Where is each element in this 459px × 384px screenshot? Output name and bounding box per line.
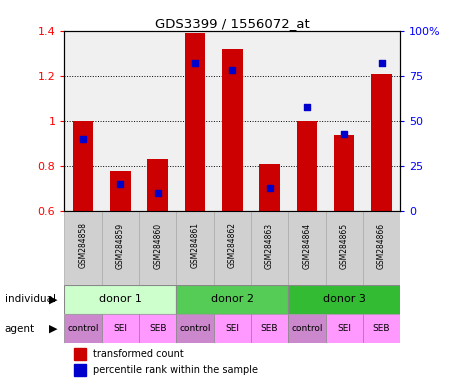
- Bar: [64, 314, 101, 343]
- Text: individual: individual: [5, 295, 56, 305]
- Text: donor 3: donor 3: [322, 295, 365, 305]
- Text: ▶: ▶: [49, 324, 57, 334]
- Text: GSM284866: GSM284866: [376, 222, 385, 268]
- Text: GSM284860: GSM284860: [153, 222, 162, 268]
- Bar: [110, 171, 130, 211]
- Bar: [259, 164, 279, 211]
- Bar: [64, 285, 176, 314]
- Text: control: control: [291, 324, 322, 333]
- Bar: [251, 211, 288, 285]
- Text: percentile rank within the sample: percentile rank within the sample: [93, 365, 257, 375]
- Point: [377, 60, 384, 66]
- Bar: [139, 211, 176, 285]
- Bar: [288, 314, 325, 343]
- Text: GSM284861: GSM284861: [190, 222, 199, 268]
- Bar: [370, 74, 391, 211]
- Text: SEI: SEI: [225, 324, 239, 333]
- Point: [340, 131, 347, 137]
- Text: donor 1: donor 1: [99, 295, 141, 305]
- Bar: [74, 364, 86, 376]
- Bar: [139, 314, 176, 343]
- Bar: [288, 211, 325, 285]
- Text: agent: agent: [5, 324, 34, 334]
- Bar: [213, 314, 251, 343]
- Bar: [288, 285, 399, 314]
- Bar: [101, 314, 139, 343]
- Bar: [333, 135, 354, 211]
- Point: [79, 136, 87, 142]
- Bar: [101, 211, 139, 285]
- Text: transformed count: transformed count: [93, 349, 183, 359]
- Text: SEB: SEB: [372, 324, 389, 333]
- Bar: [251, 314, 288, 343]
- Bar: [147, 159, 168, 211]
- Text: control: control: [179, 324, 210, 333]
- Text: SEI: SEI: [113, 324, 127, 333]
- Title: GDS3399 / 1556072_at: GDS3399 / 1556072_at: [155, 17, 309, 30]
- Point: [191, 60, 198, 66]
- Bar: [222, 49, 242, 211]
- Text: GSM284862: GSM284862: [227, 222, 236, 268]
- Bar: [176, 211, 213, 285]
- Bar: [185, 33, 205, 211]
- Point: [154, 190, 161, 196]
- Point: [117, 181, 124, 187]
- Text: GSM284863: GSM284863: [264, 222, 274, 268]
- Text: GSM284864: GSM284864: [302, 222, 311, 268]
- Bar: [176, 285, 288, 314]
- Bar: [325, 314, 362, 343]
- Text: GSM284865: GSM284865: [339, 222, 348, 268]
- Text: ▶: ▶: [49, 295, 57, 305]
- Point: [265, 185, 273, 191]
- Point: [228, 67, 235, 73]
- Bar: [74, 348, 86, 359]
- Bar: [325, 211, 362, 285]
- Text: SEB: SEB: [260, 324, 278, 333]
- Text: GSM284858: GSM284858: [78, 222, 87, 268]
- Bar: [176, 314, 213, 343]
- Bar: [296, 121, 317, 211]
- Text: GSM284859: GSM284859: [116, 222, 124, 268]
- Text: control: control: [67, 324, 99, 333]
- Text: donor 2: donor 2: [210, 295, 253, 305]
- Point: [302, 104, 310, 110]
- Bar: [73, 121, 93, 211]
- Bar: [362, 314, 399, 343]
- Bar: [213, 211, 251, 285]
- Bar: [64, 211, 101, 285]
- Text: SEB: SEB: [149, 324, 166, 333]
- Text: SEI: SEI: [336, 324, 351, 333]
- Bar: [362, 211, 399, 285]
